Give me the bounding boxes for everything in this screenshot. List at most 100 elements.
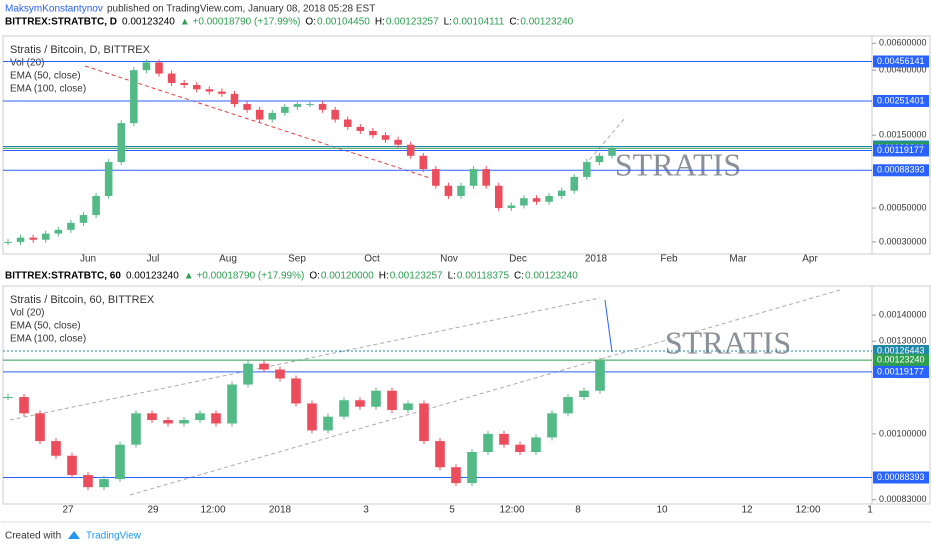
candle	[79, 215, 88, 223]
candle	[499, 433, 509, 445]
price-label: 0.00088393	[877, 165, 925, 175]
info-text: ▲ +0.00018790 (+17.99%)	[180, 17, 301, 28]
candle	[227, 384, 237, 424]
candle	[67, 455, 77, 476]
candle	[520, 198, 528, 206]
candle	[67, 222, 75, 230]
info-text: 0.00123257	[386, 17, 439, 28]
candle	[419, 155, 428, 170]
y-tick-label: 0.00030000	[879, 236, 927, 246]
trendline	[584, 117, 626, 166]
price-label-box	[873, 144, 929, 157]
logo	[68, 531, 80, 539]
candle	[83, 475, 93, 488]
candle	[167, 73, 176, 83]
candle	[595, 360, 605, 391]
info-text: 0.00104111	[453, 17, 505, 28]
legend-item: Stratis / Bitcoin, 60, BITTREX	[10, 294, 155, 306]
candle	[16, 237, 25, 242]
x-tick-label: 12	[741, 505, 753, 516]
candle	[218, 91, 226, 94]
candle	[608, 148, 616, 156]
candle	[142, 62, 151, 71]
candle	[515, 444, 525, 453]
candle	[117, 123, 126, 163]
x-tick-label: 2018	[585, 254, 608, 265]
info-text: BITTREX:STRATBTC, D	[5, 17, 117, 28]
x-tick-label: 12:00	[795, 505, 820, 516]
x-tick-label: Dec	[509, 254, 527, 265]
info-text: O:	[305, 17, 316, 28]
candle	[155, 62, 163, 74]
price-label-box	[873, 471, 929, 484]
candle	[195, 413, 205, 421]
candle	[444, 185, 453, 196]
candle	[507, 205, 516, 209]
y-tick-label: 0.00130000	[879, 336, 927, 346]
info-text: 0.00123240	[126, 271, 179, 282]
x-tick-label: Nov	[440, 254, 458, 265]
legend-item: EMA (100, close)	[10, 84, 86, 95]
candle	[163, 420, 173, 424]
x-tick-label: Sep	[288, 254, 306, 265]
x-tick-label: Jun	[80, 254, 96, 265]
candle	[147, 413, 157, 421]
candle	[595, 155, 604, 163]
candle	[179, 420, 189, 424]
price-label-box	[873, 345, 929, 358]
candle	[387, 390, 397, 411]
y-tick-label: 0.00140000	[879, 309, 927, 319]
x-tick-label: Mar	[729, 254, 747, 265]
x-tick-label: Apr	[802, 254, 818, 265]
candle	[306, 104, 314, 106]
candle	[180, 82, 188, 85]
candle	[104, 162, 113, 196]
price-label-box	[873, 354, 929, 367]
candle	[255, 109, 264, 120]
price-label-box	[873, 164, 929, 177]
footer-brand[interactable]: TradingView	[86, 531, 142, 542]
candle	[371, 390, 381, 407]
candle	[318, 104, 327, 110]
x-tick-label: 12:00	[499, 505, 524, 516]
pane-border	[2, 35, 931, 255]
x-tick-label: 5	[449, 505, 455, 516]
price-label: 0.00456141	[877, 56, 925, 66]
legend-item: Vol (20)	[10, 308, 44, 319]
legend-item: EMA (50, close)	[10, 321, 81, 332]
candle	[579, 390, 589, 398]
info-text: 0.00118375	[457, 271, 510, 282]
legend-item: EMA (100, close)	[10, 334, 86, 345]
candle	[230, 93, 239, 105]
candle	[469, 169, 478, 186]
info-text: BITTREX:STRATBTC, 60	[5, 271, 121, 282]
candle	[432, 169, 440, 186]
published: published on TradingView.com, January 08…	[107, 4, 375, 15]
price-label: 0.00088393	[877, 472, 925, 482]
candle	[211, 413, 221, 424]
footer-created: Created with	[5, 531, 61, 542]
candle	[532, 198, 541, 202]
x-tick-label: 12:00	[200, 505, 225, 516]
watermark: STRATIS	[615, 146, 741, 182]
x-tick-label: 3	[363, 505, 369, 516]
candle	[331, 109, 339, 120]
author[interactable]: MaksymKonstantynov	[5, 4, 103, 15]
candle	[563, 397, 573, 414]
candle	[343, 119, 352, 127]
candle	[281, 106, 289, 113]
candle	[259, 363, 269, 370]
price-label: 0.00119177	[877, 145, 924, 155]
info-text: C:	[509, 17, 519, 28]
candle	[531, 437, 541, 453]
candle	[394, 139, 402, 145]
candle	[547, 413, 557, 438]
candle	[483, 433, 493, 453]
trendline	[84, 65, 431, 179]
candle	[3, 397, 13, 399]
candle	[494, 185, 503, 209]
candle	[369, 130, 377, 136]
x-tick-label: 8	[575, 505, 581, 516]
